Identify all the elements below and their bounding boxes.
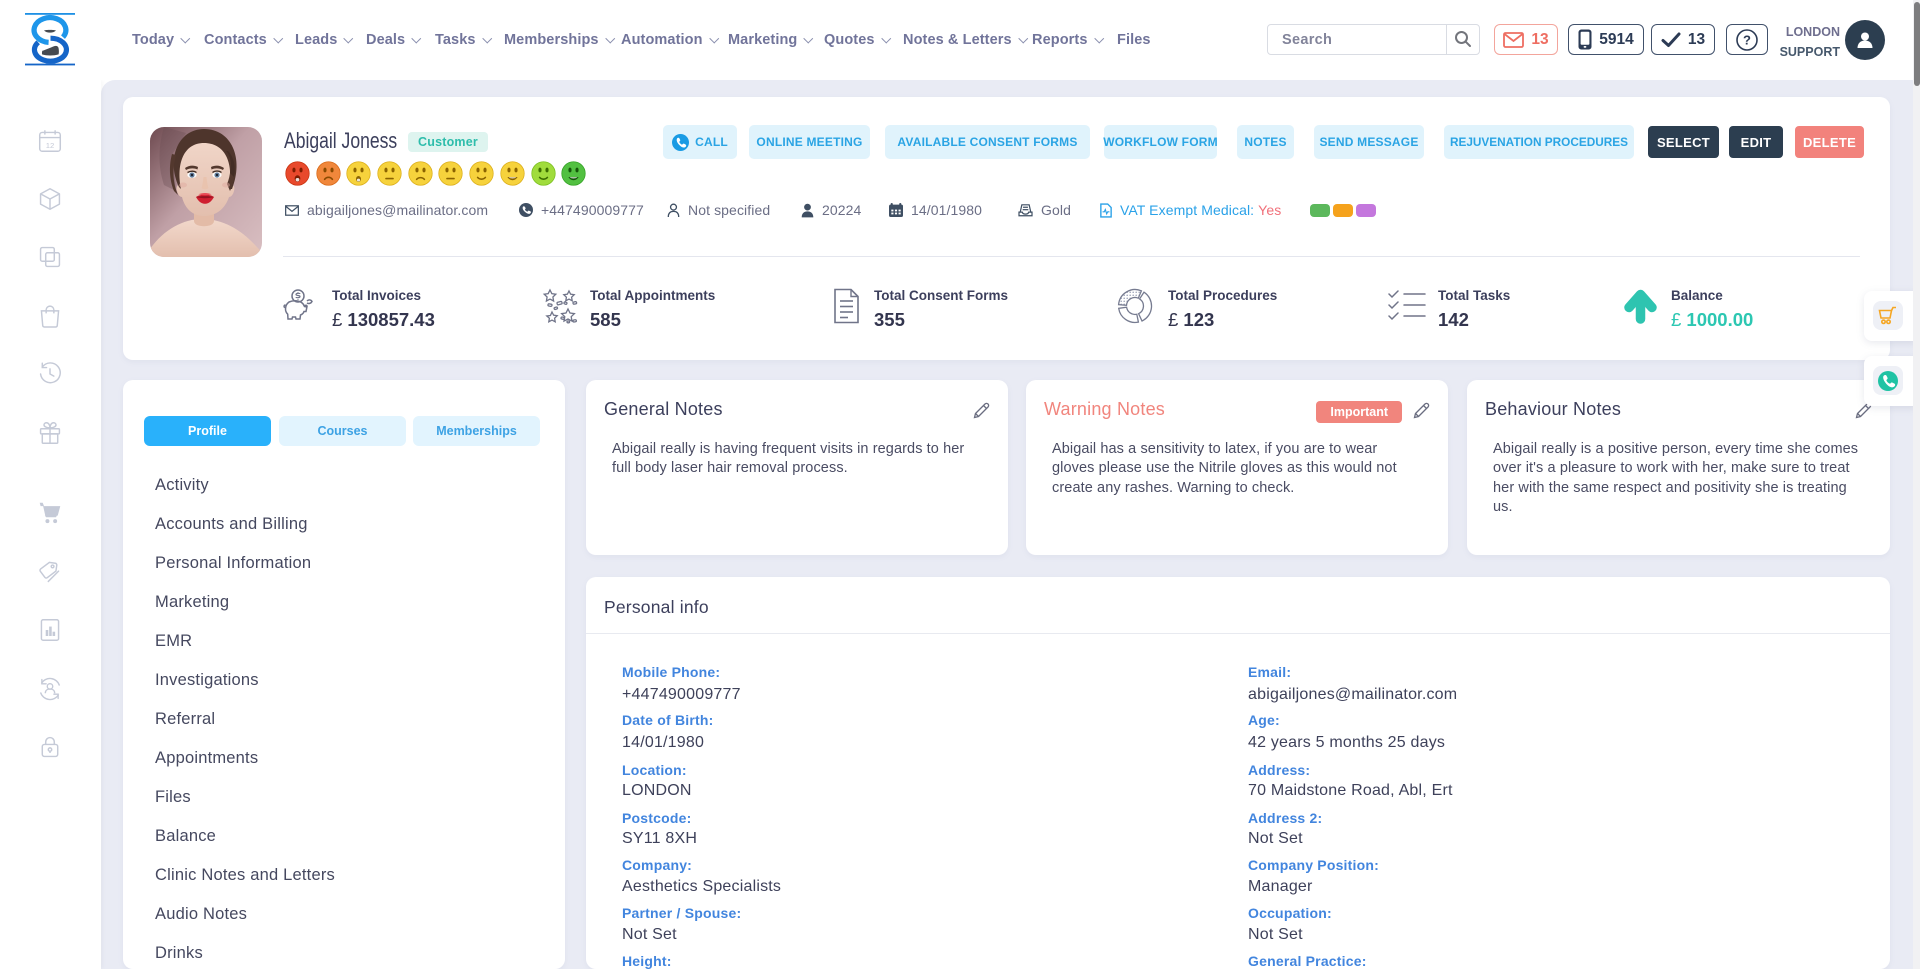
svg-text:?: ? [1743, 32, 1751, 47]
svg-text:12: 12 [46, 141, 55, 150]
